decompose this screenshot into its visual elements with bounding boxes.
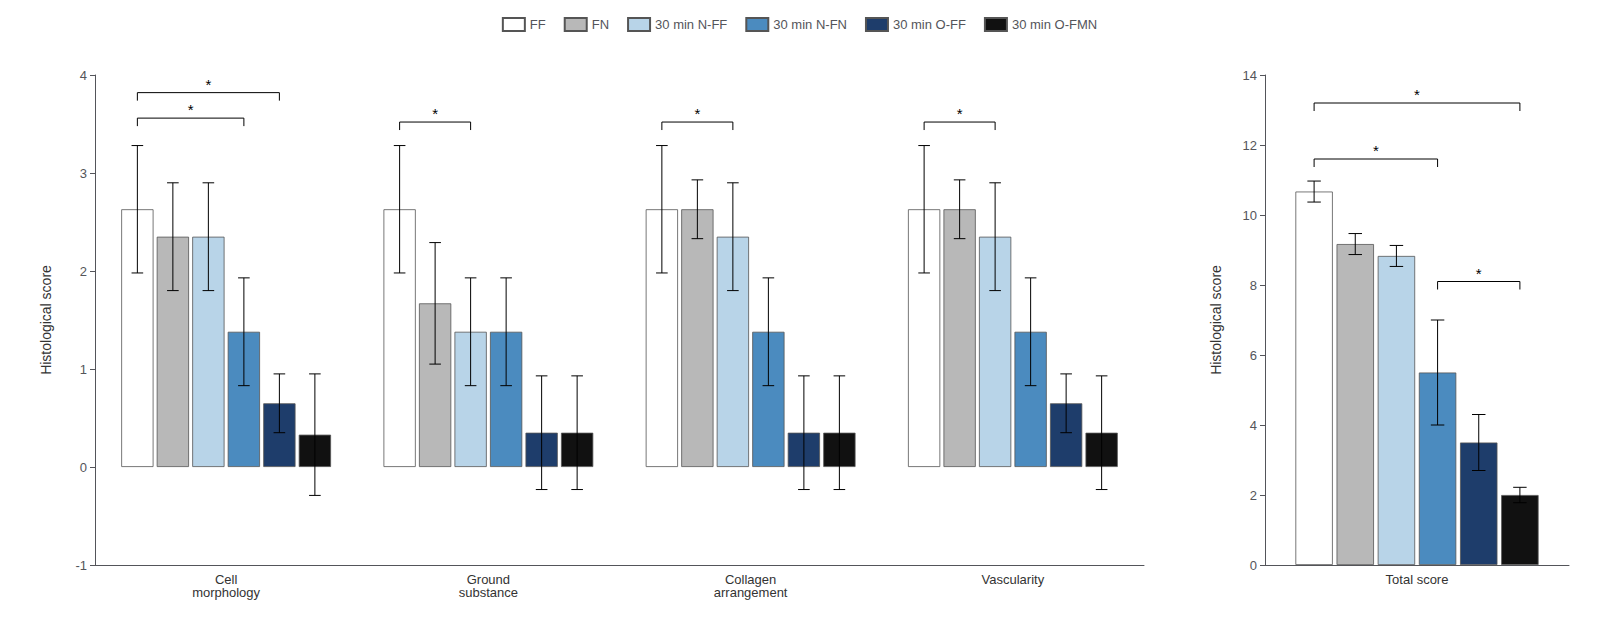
- svg-text:Vascularity: Vascularity: [982, 572, 1045, 587]
- svg-text:Collagen: Collagen: [725, 572, 777, 587]
- svg-text:30 min O-FMN: 30 min O-FMN: [1012, 17, 1097, 32]
- svg-text:3: 3: [80, 166, 87, 181]
- svg-text:12: 12: [1243, 138, 1257, 153]
- svg-text:FF: FF: [530, 17, 546, 32]
- svg-text:*: *: [694, 105, 700, 122]
- svg-text:*: *: [957, 105, 963, 122]
- svg-text:-1: -1: [75, 558, 87, 573]
- svg-text:2: 2: [1250, 488, 1257, 503]
- svg-text:*: *: [1476, 265, 1482, 282]
- svg-text:6: 6: [1250, 348, 1257, 363]
- svg-text:Histological score: Histological score: [38, 265, 54, 375]
- svg-text:4: 4: [80, 68, 87, 83]
- svg-text:2: 2: [80, 264, 87, 279]
- svg-text:*: *: [432, 105, 438, 122]
- svg-text:*: *: [1414, 86, 1420, 103]
- svg-text:1: 1: [80, 362, 87, 377]
- svg-text:*: *: [188, 101, 194, 118]
- svg-text:Cell: Cell: [214, 572, 238, 587]
- svg-text:FN: FN: [592, 17, 609, 32]
- svg-text:*: *: [1373, 142, 1379, 159]
- svg-text:10: 10: [1243, 208, 1257, 223]
- svg-text:Histological score: Histological score: [1208, 265, 1224, 375]
- svg-text:*: *: [205, 76, 211, 93]
- svg-text:30 min N-FF: 30 min N-FF: [655, 17, 727, 32]
- svg-text:Ground: Ground: [466, 572, 511, 587]
- svg-text:14: 14: [1243, 68, 1257, 83]
- svg-text:0: 0: [1250, 558, 1257, 573]
- svg-text:8: 8: [1250, 278, 1257, 293]
- svg-text:4: 4: [1250, 418, 1257, 433]
- svg-text:0: 0: [80, 460, 87, 475]
- svg-text:30 min N-FN: 30 min N-FN: [773, 17, 847, 32]
- svg-text:arrangement: arrangement: [714, 585, 788, 600]
- svg-text:substance: substance: [459, 585, 518, 600]
- svg-text:Total score: Total score: [1386, 572, 1449, 587]
- svg-text:30 min O-FF: 30 min O-FF: [893, 17, 966, 32]
- svg-text:morphology: morphology: [192, 585, 260, 600]
